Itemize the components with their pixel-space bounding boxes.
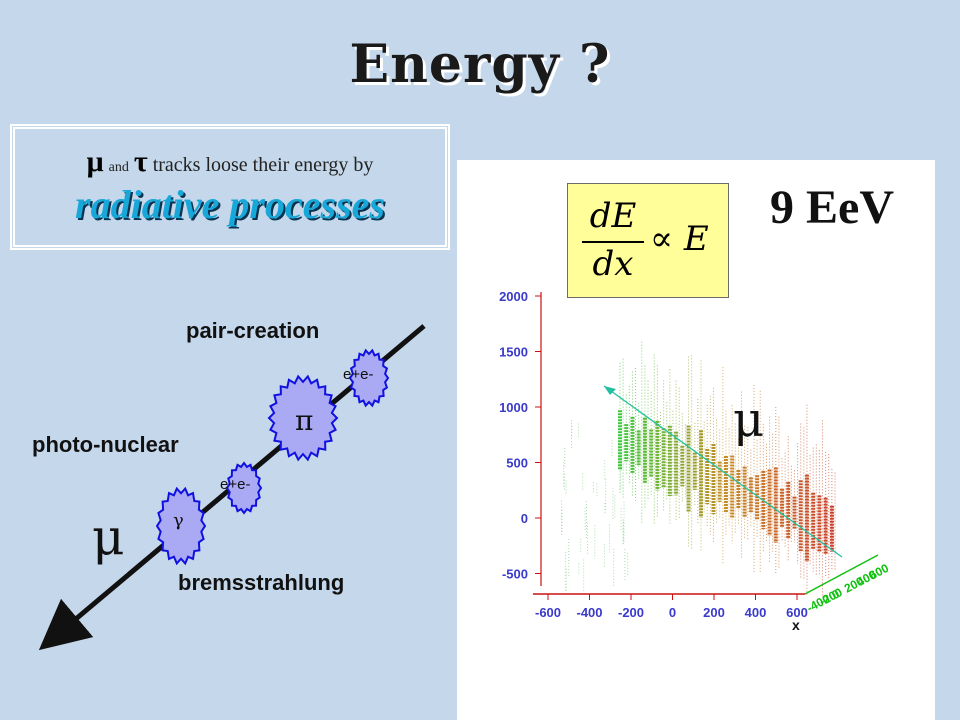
y-tick-label: 0 [521, 511, 528, 526]
textbox-rest: tracks loose their energy by [152, 154, 374, 176]
x-tick-label: 0 [669, 605, 676, 620]
track-arrowhead [604, 386, 616, 395]
pair-creation-blob-upper [348, 348, 390, 408]
muon-symbol-left: μ [92, 508, 125, 566]
energy-loss-formula: dE dx ∝ E [567, 183, 729, 298]
y-tick-label: 500 [506, 456, 528, 471]
pion-label: π [295, 404, 314, 437]
formula-denominator: dx [592, 244, 634, 284]
energy-value: 9 EeV [770, 181, 894, 234]
y-tick-label: -500 [502, 567, 528, 582]
bremsstrahlung-label: bremsstrahlung [178, 570, 345, 595]
pair-creation-label: pair-creation [186, 318, 320, 343]
fraction-bar [582, 241, 644, 243]
x-axis-label: x [792, 617, 800, 633]
x-tick-label: 400 [745, 605, 767, 620]
x-tick-label: 600 [786, 605, 808, 620]
and-word: and [108, 160, 129, 175]
epem-label-upper: e+e- [343, 366, 374, 383]
radiative-processes-text: radiative processes [75, 182, 385, 227]
formula-rhs: ∝ E [650, 219, 709, 259]
y-tick-label: 1500 [499, 345, 528, 360]
epem-label-lower: e+e- [220, 476, 251, 493]
slide-title: Energy ? [349, 34, 611, 95]
textbox-line: μ and τ tracks loose their energy by [15, 145, 445, 179]
x-tick-label: -600 [535, 605, 561, 620]
mu-symbol: μ [86, 145, 104, 178]
radiative-processes-box: μ and τ tracks loose their energy by rad… [10, 124, 450, 250]
formula-numerator: dE [589, 196, 637, 236]
photo-nuclear-blob [267, 374, 339, 462]
photo-nuclear-label: photo-nuclear [32, 432, 179, 457]
y-tick-label: 1000 [499, 400, 528, 415]
x-tick-label: -400 [576, 605, 602, 620]
muon-track [603, 385, 843, 558]
x-tick-label: 200 [703, 605, 725, 620]
bremsstrahlung-blob [155, 486, 207, 566]
gamma-label: γ [173, 510, 184, 531]
z-axis [804, 554, 879, 595]
muon-symbol-plot: μ [733, 392, 765, 448]
energy-loss-diagram [38, 324, 426, 651]
y-tick-label: 2000 [499, 289, 528, 304]
pair-creation-blob-lower [225, 461, 263, 515]
x-tick-label: -200 [618, 605, 644, 620]
tau-symbol: τ [133, 145, 148, 178]
